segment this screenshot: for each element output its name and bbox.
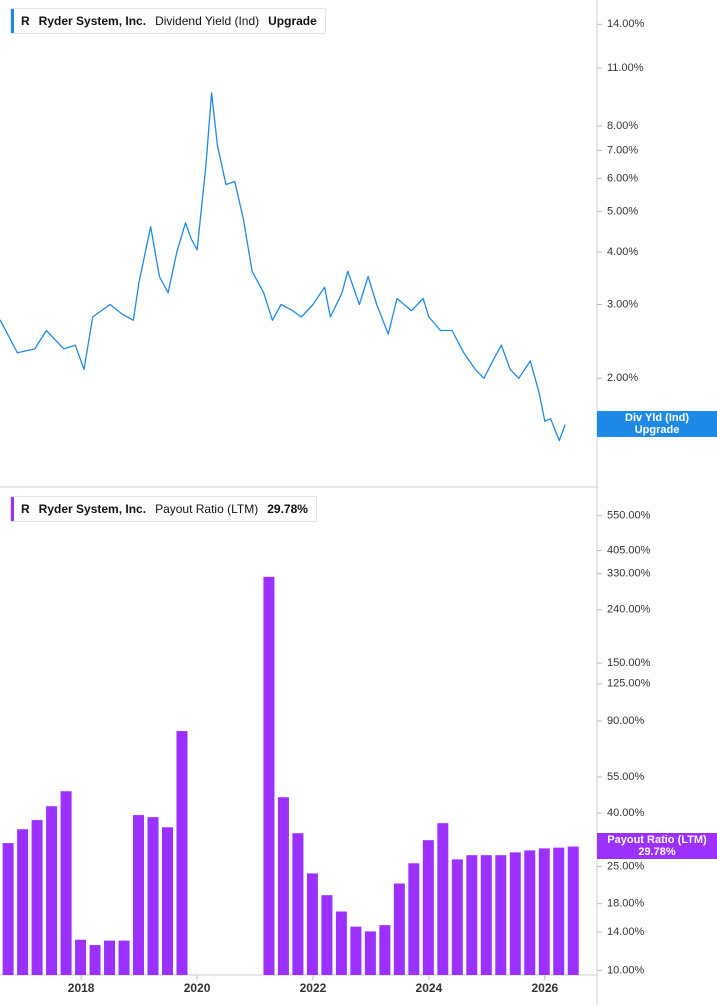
bar bbox=[162, 827, 174, 975]
bar bbox=[538, 848, 550, 975]
bar bbox=[75, 939, 87, 975]
bar bbox=[509, 852, 521, 975]
current-value[interactable]: Upgrade bbox=[268, 14, 317, 28]
x-tick-label: 2018 bbox=[68, 981, 95, 995]
legend: R Ryder System, Inc. Dividend Yield (Ind… bbox=[10, 8, 326, 34]
y-tick-label: 5.00% bbox=[607, 205, 638, 217]
y-tick-label: 4.00% bbox=[607, 246, 638, 258]
x-tick-label: 2020 bbox=[184, 981, 211, 995]
plot bbox=[0, 92, 566, 442]
bar bbox=[335, 911, 347, 975]
y-tick-label: 14.00% bbox=[607, 926, 645, 938]
y-tick-label: 6.00% bbox=[607, 172, 638, 184]
y-tick-label: 405.00% bbox=[607, 544, 651, 556]
bar bbox=[31, 820, 43, 975]
line bbox=[0, 92, 566, 442]
y-tick-label: 90.00% bbox=[607, 715, 645, 727]
x-tick-label: 2022 bbox=[300, 981, 327, 995]
company: Ryder System, Inc. bbox=[38, 14, 147, 28]
ticker: R bbox=[21, 14, 30, 28]
bar bbox=[379, 925, 391, 975]
tag-value: 29.78% bbox=[638, 846, 676, 858]
bar bbox=[495, 855, 507, 975]
y-tick-label: 25.00% bbox=[607, 860, 645, 872]
y-tick-label: 8.00% bbox=[607, 120, 638, 132]
y-tick-label: 14.00% bbox=[607, 18, 645, 30]
y-tick-label: 3.00% bbox=[607, 298, 638, 310]
bar bbox=[17, 829, 29, 975]
y-tick-label: 40.00% bbox=[607, 807, 645, 819]
legend-label: Dividend Yield (Ind) bbox=[155, 14, 260, 28]
plot bbox=[2, 576, 579, 975]
tag-label: Payout Ratio (LTM) bbox=[607, 834, 707, 846]
y-tick-label: 550.00% bbox=[607, 510, 651, 522]
bar bbox=[524, 850, 536, 975]
bar bbox=[60, 791, 72, 975]
bar bbox=[350, 926, 362, 975]
legend: R Ryder System, Inc. Payout Ratio (LTM) … bbox=[10, 496, 317, 522]
bar bbox=[364, 931, 376, 975]
bar bbox=[176, 731, 188, 975]
value-tag: Div Yld (Ind) Upgrade bbox=[597, 411, 717, 437]
y-tick-label: 2.00% bbox=[607, 372, 638, 384]
legend-swatch bbox=[11, 497, 14, 521]
current-value: 29.78% bbox=[267, 502, 308, 516]
y-tick-label: 330.00% bbox=[607, 568, 651, 580]
y-tick-label: 150.00% bbox=[607, 657, 651, 669]
bar bbox=[321, 895, 333, 975]
bar bbox=[466, 855, 478, 975]
ticker: R bbox=[21, 502, 30, 516]
bar bbox=[292, 833, 304, 975]
y-tick-label: 240.00% bbox=[607, 604, 651, 616]
bar bbox=[2, 843, 14, 975]
bar bbox=[408, 863, 420, 975]
bar bbox=[437, 823, 449, 975]
y-tick-label: 7.00% bbox=[607, 144, 638, 156]
bar bbox=[567, 846, 579, 975]
bar bbox=[46, 806, 58, 975]
bar bbox=[133, 815, 145, 975]
bar bbox=[422, 840, 434, 975]
tag-value: Upgrade bbox=[634, 424, 680, 436]
bar bbox=[393, 883, 405, 975]
bar bbox=[277, 797, 289, 975]
bar bbox=[104, 940, 116, 975]
bar bbox=[118, 940, 130, 975]
bar bbox=[451, 859, 463, 975]
legend-swatch bbox=[11, 9, 14, 33]
y-tick-label: 125.00% bbox=[607, 678, 651, 690]
bar bbox=[480, 855, 492, 975]
y-tick-label: 10.00% bbox=[607, 964, 645, 976]
value-tag: Payout Ratio (LTM) 29.78% bbox=[597, 833, 717, 859]
bar bbox=[553, 847, 565, 975]
x-tick-label: 2024 bbox=[416, 981, 443, 995]
tag-label: Div Yld (Ind) bbox=[625, 412, 689, 424]
y-tick-label: 11.00% bbox=[607, 62, 644, 74]
x-tick-label: 2026 bbox=[531, 981, 558, 995]
y-tick-label: 18.00% bbox=[607, 898, 645, 910]
legend-label: Payout Ratio (LTM) bbox=[155, 502, 259, 516]
bar bbox=[89, 945, 101, 975]
company: Ryder System, Inc. bbox=[38, 502, 147, 516]
bar bbox=[263, 576, 275, 975]
y-tick-label: 55.00% bbox=[607, 771, 645, 783]
bar bbox=[147, 817, 159, 975]
bar bbox=[306, 873, 318, 975]
